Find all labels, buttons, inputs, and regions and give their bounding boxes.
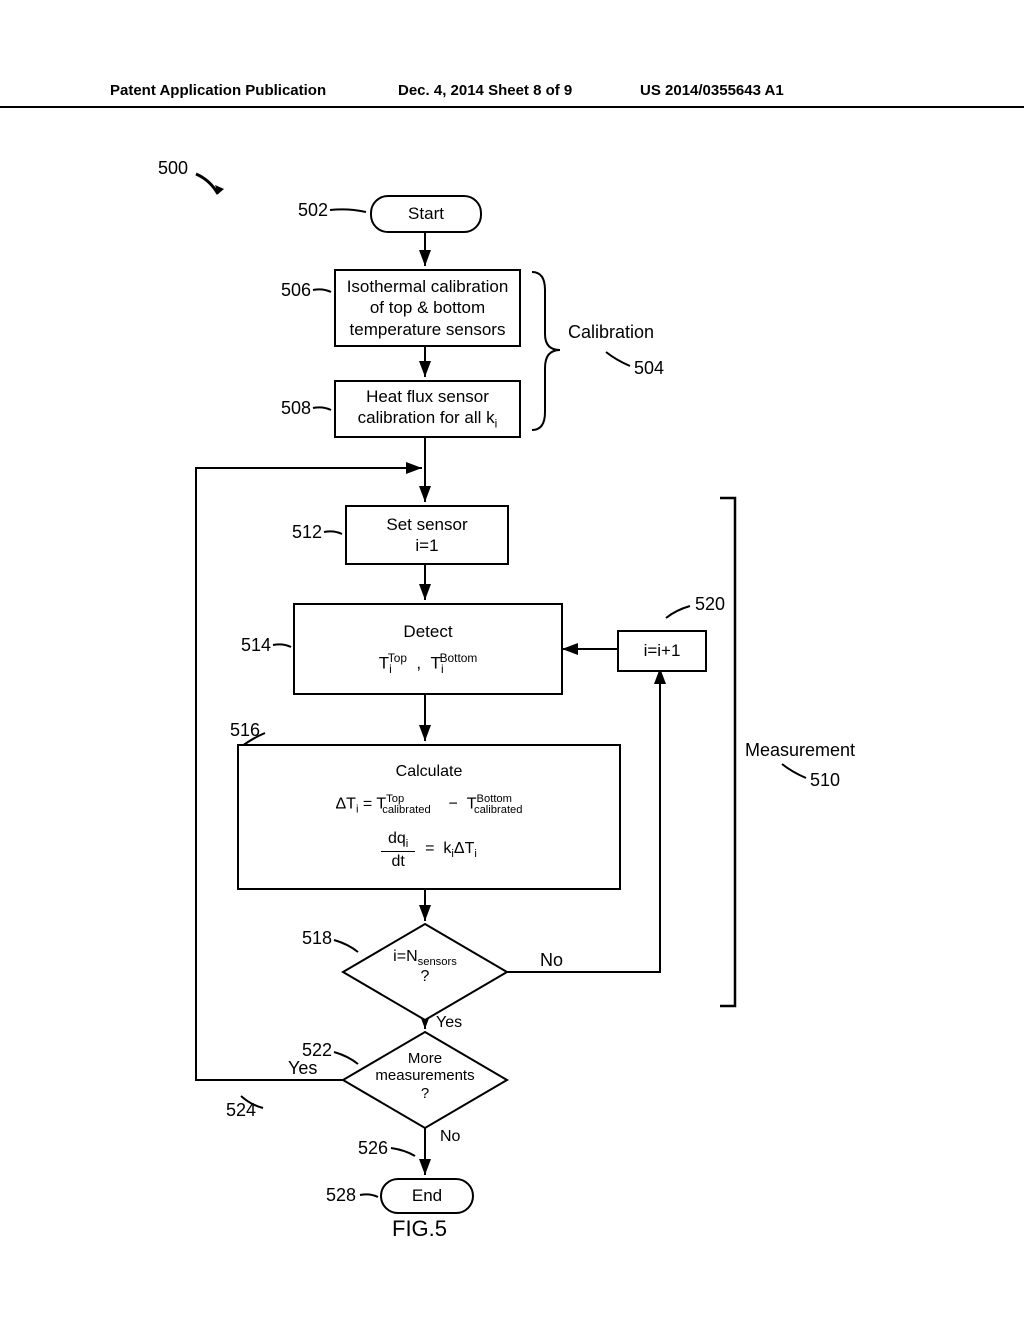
ref-512: 512 <box>292 522 322 543</box>
calc-eq2: dqi dt = kiΔTi <box>381 829 477 872</box>
iso-l3: temperature sensors <box>350 319 506 340</box>
inc-text: i=i+1 <box>644 640 681 661</box>
measurement-label: Measurement <box>745 740 855 761</box>
d518-yes: Yes <box>436 1014 462 1032</box>
heatflux-box: Heat flux sensor calibration for all ki <box>334 380 521 438</box>
det-l1: Detect <box>403 621 452 642</box>
d522-no: No <box>440 1128 460 1146</box>
ss-l1: Set sensor <box>386 514 467 535</box>
ref-508: 508 <box>281 398 311 419</box>
ref-518: 518 <box>302 928 332 949</box>
ref-520: 520 <box>695 594 725 615</box>
ref-510: 510 <box>810 770 840 791</box>
start-text: Start <box>408 203 444 224</box>
ref-516: 516 <box>230 720 260 741</box>
start-node: Start <box>370 195 482 233</box>
end-node: End <box>380 1178 474 1214</box>
inc-box: i=i+1 <box>617 630 707 672</box>
setsensor-box: Set sensor i=1 <box>345 505 509 565</box>
ref-514: 514 <box>241 635 271 656</box>
iso-l1: Isothermal calibration <box>347 276 509 297</box>
calibration-label: Calibration <box>568 322 654 343</box>
ref-502: 502 <box>298 200 328 221</box>
ss-l2: i=1 <box>415 535 438 556</box>
ref-500: 500 <box>158 158 188 179</box>
det-l2: TiTop , TiBottom <box>379 651 478 677</box>
calc-eq1: ΔTi = TTopcalibrated − TBottomcalibrated <box>335 792 522 817</box>
d518-no: No <box>540 950 563 971</box>
d522-text: More measurements ? <box>343 1050 507 1102</box>
calc-box: Calculate ΔTi = TTopcalibrated − TBottom… <box>237 744 621 890</box>
detect-box: Detect TiTop , TiBottom <box>293 603 563 695</box>
ref-526: 526 <box>358 1138 388 1159</box>
calc-l1: Calculate <box>396 762 463 782</box>
d518-text: i=Nsensors ? <box>343 948 507 986</box>
end-text: End <box>412 1185 442 1206</box>
ref-522: 522 <box>302 1040 332 1061</box>
hf-l2: calibration for all ki <box>358 407 498 431</box>
ref-528: 528 <box>326 1185 356 1206</box>
ref-506: 506 <box>281 280 311 301</box>
ref-524: 524 <box>226 1100 256 1121</box>
hf-l1: Heat flux sensor <box>366 386 489 407</box>
ref-504: 504 <box>634 358 664 379</box>
figure-label: FIG.5 <box>392 1216 447 1242</box>
d522-yes: Yes <box>288 1058 317 1079</box>
iso-l2: of top & bottom <box>370 297 485 318</box>
isothermal-box: Isothermal calibration of top & bottom t… <box>334 269 521 347</box>
